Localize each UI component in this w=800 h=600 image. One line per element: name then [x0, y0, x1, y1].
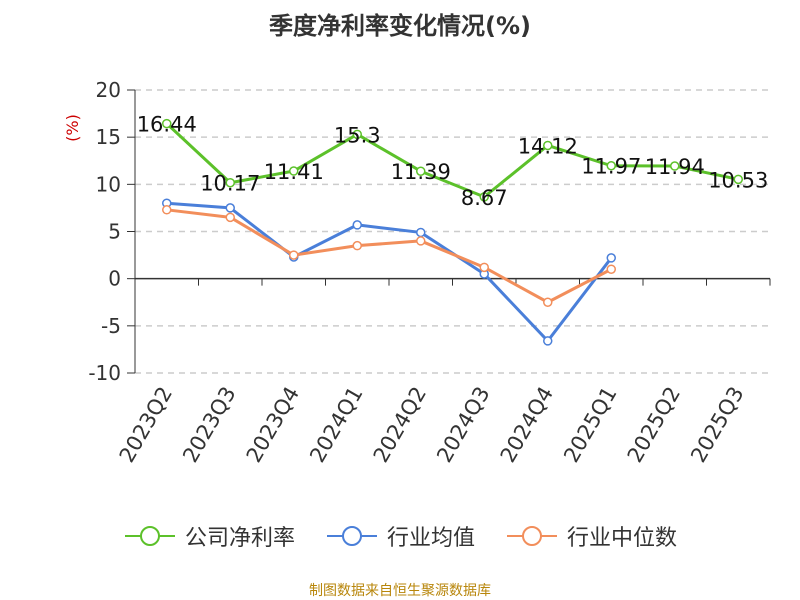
- chart-title: 季度净利率变化情况(%): [269, 12, 531, 40]
- y-tick-label: 5: [108, 220, 121, 244]
- data-label: 10.53: [708, 168, 768, 192]
- data-point-0: [543, 140, 553, 151]
- data-point-1: [352, 220, 362, 230]
- data-point-2: [162, 205, 172, 215]
- data-point-2: [606, 264, 616, 274]
- legend-item-industry-median[interactable]: 行业中位数: [505, 520, 677, 552]
- y-tick-label: 15: [96, 125, 121, 149]
- data-point-1: [416, 227, 426, 238]
- data-label: 11.41: [264, 160, 324, 184]
- data-point-2: [479, 262, 489, 273]
- series-line-0: [165, 122, 739, 199]
- x-tick-label: 2023Q4: [242, 383, 304, 467]
- data-point-2: [543, 297, 553, 307]
- x-tick-label: 2024Q1: [305, 383, 367, 467]
- y-axis-label: (%): [63, 114, 82, 142]
- x-tick-label: 2024Q4: [496, 383, 558, 467]
- y-tick-label: 0: [108, 267, 121, 291]
- x-tick-label: 2024Q2: [369, 383, 431, 467]
- data-point-2: [352, 240, 362, 251]
- data-label: 11.94: [645, 155, 705, 179]
- data-point-0: [670, 161, 680, 171]
- data-point-2: [416, 236, 426, 246]
- legend-label-company: 公司净利率: [184, 526, 295, 551]
- y-tick-label: 20: [96, 78, 121, 102]
- data-label: 10.17: [200, 172, 260, 196]
- data-point-0: [289, 166, 299, 176]
- x-tick-label: 2023Q3: [178, 383, 240, 467]
- x-tick-label: 2025Q2: [623, 383, 685, 467]
- y-tick-label: -5: [101, 314, 121, 338]
- x-tick-label: 2023Q2: [115, 383, 177, 467]
- data-point-0: [733, 174, 743, 185]
- x-tick-label: 2024Q3: [432, 383, 494, 467]
- data-point-1: [543, 336, 553, 346]
- data-point-1: [606, 253, 616, 263]
- series-line-1: [166, 201, 613, 343]
- legend-label-industry-median: 行业中位数: [567, 526, 678, 551]
- data-label: 11.97: [581, 155, 641, 179]
- y-tick-label: -10: [88, 361, 121, 385]
- source-note: 制图数据来自恒生聚源数据库: [309, 583, 491, 599]
- x-tick-label: 2025Q3: [686, 383, 748, 467]
- data-point-0: [479, 192, 489, 202]
- data-label: 8.67: [461, 186, 508, 210]
- data-point-1: [225, 203, 235, 213]
- data-point-0: [606, 160, 616, 171]
- data-point-0: [225, 177, 235, 188]
- legend-item-industry-mean[interactable]: 行业均值: [325, 520, 475, 552]
- x-tick-label: 2025Q1: [559, 383, 621, 467]
- data-point-0: [352, 129, 362, 140]
- data-label: 11.39: [391, 160, 451, 184]
- legend-item-company[interactable]: 公司净利率: [123, 520, 295, 552]
- data-label: 15.3: [334, 123, 381, 147]
- legend-swatch-company: [124, 526, 175, 546]
- data-label: 16.44: [137, 113, 197, 137]
- legend: 公司净利率 行业均值 行业中位数: [0, 520, 800, 552]
- data-point-0: [162, 118, 172, 129]
- data-point-2: [289, 250, 299, 260]
- series-line-2: [166, 208, 612, 304]
- legend-label-industry-mean: 行业均值: [386, 526, 475, 551]
- data-label: 14.12: [518, 134, 578, 158]
- data-point-2: [225, 212, 235, 223]
- data-point-0: [416, 166, 426, 176]
- y-tick-label: 10: [96, 172, 121, 196]
- legend-swatch-industry-mean: [326, 526, 377, 546]
- legend-swatch-industry-median: [507, 526, 557, 546]
